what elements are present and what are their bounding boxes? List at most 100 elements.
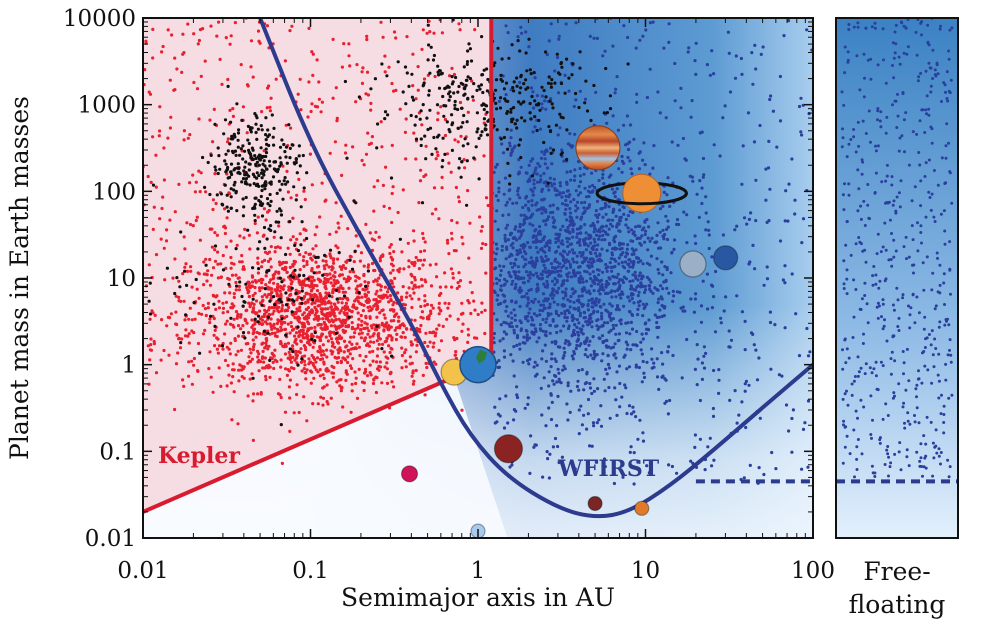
kepler-point (268, 292, 273, 296)
kepler-point (232, 295, 236, 299)
kepler-point (323, 325, 327, 329)
kepler-point (352, 260, 356, 264)
kepler-point (410, 374, 414, 378)
wfirst-point (553, 69, 557, 73)
kepler-point (388, 350, 392, 355)
wfirst-point (530, 259, 535, 263)
known-planet-point (263, 187, 267, 191)
kepler-point (419, 304, 423, 309)
kepler-point (333, 324, 337, 328)
kepler-point (390, 336, 394, 340)
wfirst-point (650, 347, 654, 351)
wfirst-point (519, 244, 523, 248)
kepler-point (190, 318, 194, 322)
known-planet-point (231, 137, 235, 141)
wfirst-point (503, 236, 507, 241)
known-planet-point (486, 77, 490, 82)
kepler-point (231, 375, 235, 379)
kepler-point (293, 260, 297, 264)
kepler-point (226, 310, 230, 314)
wfirst-point (541, 198, 545, 202)
kepler-point (264, 374, 268, 379)
free-floating-point (878, 441, 882, 445)
kepler-point (340, 286, 344, 290)
known-planet-point (234, 153, 238, 157)
wfirst-point (570, 334, 574, 338)
kepler-point (237, 368, 241, 372)
kepler-point (396, 291, 400, 295)
kepler-point (401, 188, 405, 192)
kepler-point (261, 341, 265, 345)
wfirst-point (572, 330, 576, 334)
known-planet-point (284, 155, 288, 159)
known-planet-point (269, 199, 273, 203)
known-planet-point (179, 341, 183, 345)
kepler-point (403, 130, 407, 134)
known-planet-point (178, 285, 182, 289)
wfirst-point (604, 308, 608, 313)
wfirst-point (602, 377, 606, 381)
kepler-point (336, 221, 340, 225)
kepler-point (285, 270, 289, 274)
kepler-point (302, 238, 306, 242)
wfirst-point (601, 270, 605, 274)
kepler-point (385, 325, 389, 329)
kepler-point (378, 259, 382, 263)
known-planet-point (465, 120, 469, 124)
wfirst-point (540, 357, 544, 361)
known-planet-point (284, 182, 288, 186)
wfirst-point (590, 444, 594, 448)
kepler-point (324, 278, 328, 282)
wfirst-point (543, 343, 547, 347)
kepler-point (450, 218, 454, 223)
kepler-point (331, 291, 335, 295)
wfirst-point (645, 95, 650, 100)
wfirst-point (524, 317, 528, 321)
wfirst-point (527, 288, 531, 293)
wfirst-point (569, 389, 573, 393)
kepler-point (187, 374, 191, 378)
known-planet-point (475, 130, 479, 134)
known-planet-point (376, 122, 380, 126)
kepler-point (335, 306, 339, 310)
kepler-point (429, 303, 434, 307)
kepler-point (364, 299, 368, 303)
kepler-point (178, 346, 183, 350)
wfirst-point (640, 234, 644, 238)
wfirst-point (563, 350, 567, 355)
wfirst-point (516, 186, 521, 190)
wfirst-point (573, 132, 577, 136)
kepler-point (232, 317, 236, 321)
kepler-point (239, 63, 243, 67)
known-planet-point (229, 162, 234, 166)
wfirst-point (572, 178, 577, 182)
kepler-point (230, 418, 234, 422)
kepler-point (321, 373, 325, 377)
kepler-point (304, 251, 308, 255)
wfirst-point (577, 306, 581, 310)
free-floating-point (901, 293, 905, 297)
known-planet-point (263, 287, 267, 291)
known-planet-point (255, 171, 259, 175)
kepler-point (310, 50, 314, 54)
kepler-point (329, 276, 333, 280)
kepler-point (265, 338, 269, 343)
known-planet-point (229, 195, 233, 199)
kepler-point (302, 322, 306, 326)
wfirst-point (526, 396, 530, 400)
known-planet-point (524, 78, 528, 82)
wfirst-point (575, 384, 580, 389)
kepler-point (263, 293, 267, 297)
kepler-point (378, 311, 382, 315)
wfirst-point (583, 353, 587, 357)
wfirst-point (724, 295, 728, 299)
wfirst-point (638, 241, 642, 245)
known-planet-point (296, 363, 300, 367)
wfirst-point (552, 182, 557, 186)
known-planet-point (559, 61, 564, 65)
kepler-point (387, 206, 392, 210)
wfirst-point (768, 97, 772, 102)
kepler-point (350, 342, 354, 346)
wfirst-point (626, 35, 630, 40)
kepler-point (213, 248, 217, 252)
